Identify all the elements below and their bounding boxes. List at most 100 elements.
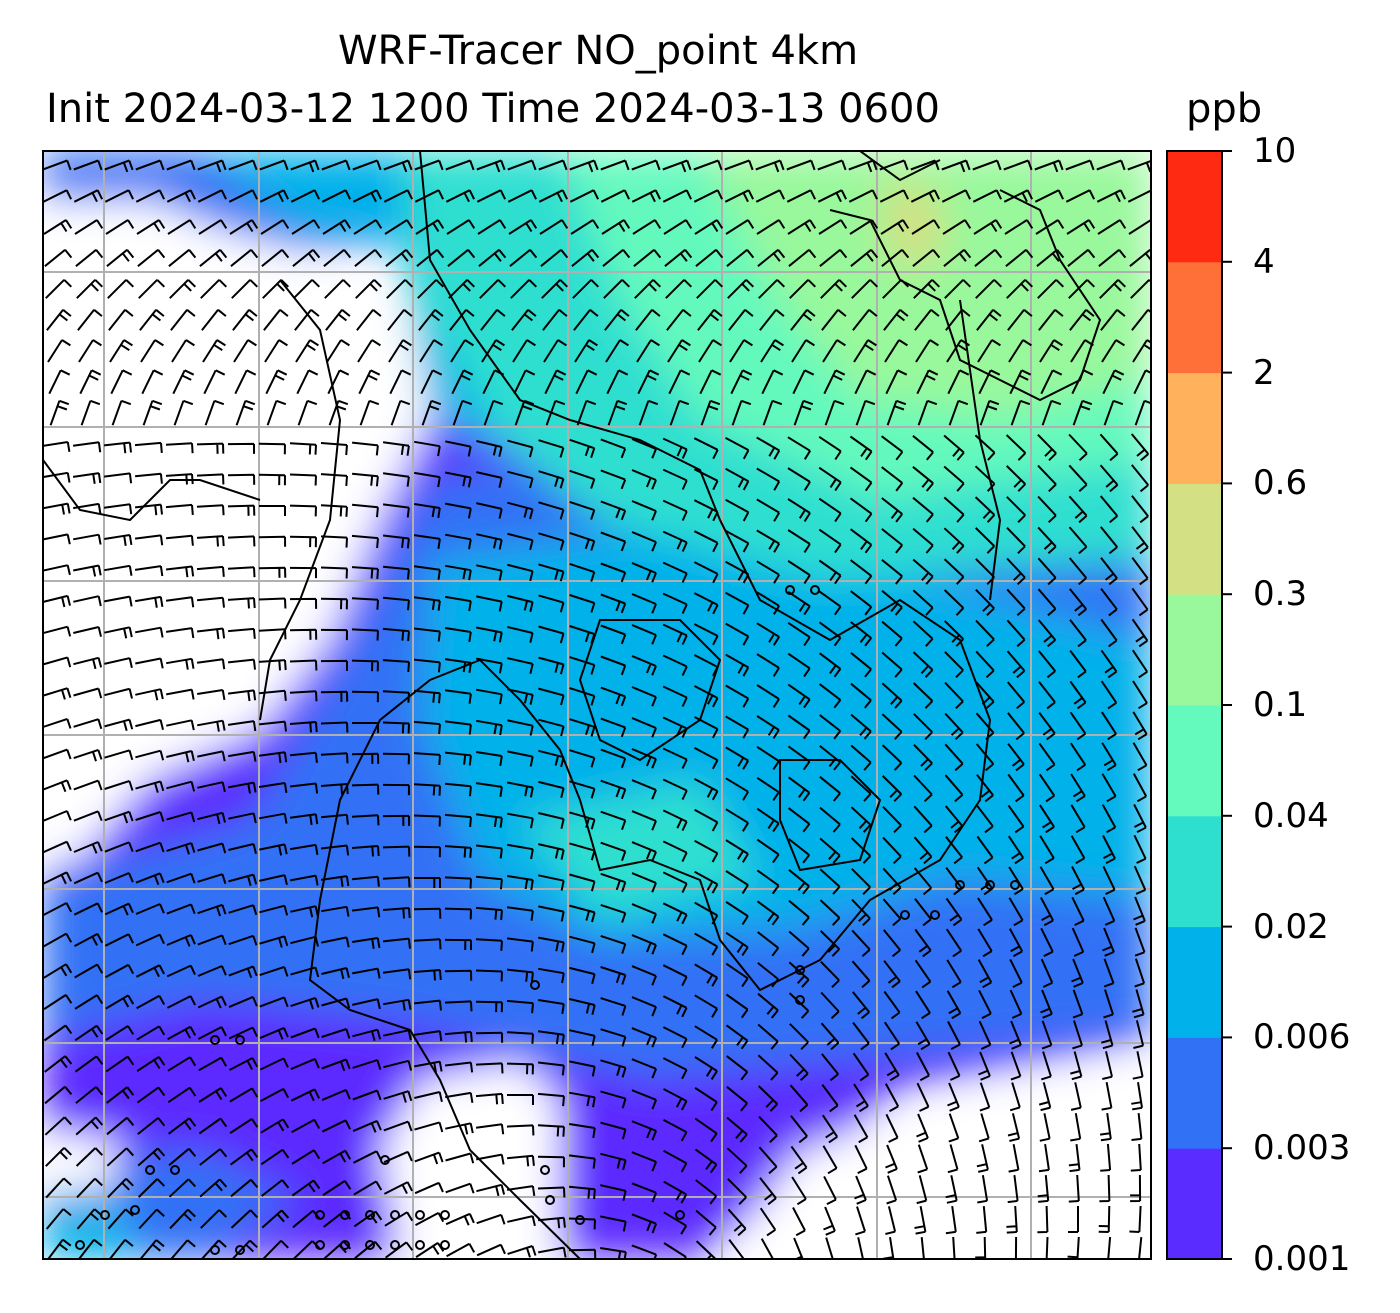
wind-barb [105,1025,135,1041]
wind-barb [537,1124,565,1137]
wind-barb [104,626,133,639]
wind-barb [885,1206,897,1235]
wind-barb [104,902,134,916]
wind-barb [73,748,103,762]
wind-barb [632,219,662,235]
wind-barb [600,997,627,1016]
wind-barb [600,655,627,676]
wind-barb [1134,958,1146,988]
wind-barb [569,718,596,737]
wind-barb [725,560,750,584]
wind-barb [538,189,568,203]
wind-barb [414,440,441,457]
calm-wind-marker [380,1155,390,1165]
wind-barb [852,1021,870,1051]
wind-barb [74,994,104,1010]
wind-barb [947,1051,961,1081]
wind-barb [320,659,348,671]
wind-barb [1039,804,1055,834]
wind-barb [757,992,779,1019]
wind-barb [507,563,534,582]
wind-barb [1102,896,1116,926]
wind-barb [103,441,132,454]
wind-barb [290,996,320,1010]
wind-barb [882,836,902,865]
wind-barb [820,1022,840,1051]
wind-barb [912,651,934,678]
wind-barb [47,339,71,363]
wind-barb [506,937,534,952]
wind-barb [698,339,722,363]
wind-barb [289,659,318,671]
wind-barb [230,1209,259,1229]
wind-barb [607,399,628,426]
wind-barb [569,531,596,551]
wind-barb [883,960,901,989]
wind-barb [43,963,73,979]
wind-barb [197,159,227,173]
wind-barb [321,1028,351,1039]
wind-barb [45,1208,72,1230]
wind-barb [693,561,719,584]
wind-barb [293,279,321,299]
wind-barb [976,805,994,834]
wind-barb [631,562,657,583]
wind-barb [76,279,104,299]
wind-barb [850,249,879,267]
wind-barb [139,1239,165,1259]
wind-barb [507,189,537,203]
wind-barb [1041,399,1062,426]
wind-barb [140,339,164,363]
wind-barb [135,933,165,947]
wind-barb [196,473,225,485]
wind-barb [289,782,319,794]
wind-barb [1040,989,1053,1019]
wind-barb [264,339,288,363]
calm-wind-marker [365,1210,375,1220]
wind-barb [382,907,411,919]
wind-barb [976,1144,989,1173]
wind-barb [476,159,506,173]
wind-barb [262,279,290,299]
wind-barb [538,999,565,1015]
wind-barb [476,1213,506,1225]
wind-barb [1101,711,1117,741]
wind-barb [941,159,971,173]
wind-barb [694,932,719,956]
wind-barb [227,442,255,454]
wind-barb [977,959,993,989]
calm-wind-marker [210,1035,220,1045]
wind-barb [663,1088,688,1111]
wind-barb [352,967,381,979]
wind-barb [727,279,755,299]
wind-barb [665,279,693,299]
wind-barb [1131,1112,1143,1141]
colorbar-tick-label: 0.6 [1253,463,1308,504]
wind-barb [1130,1143,1142,1172]
wind-barb [258,597,287,609]
wind-barb [75,1147,104,1167]
wind-barb [725,684,750,708]
wind-barb [320,504,348,517]
wind-barb [354,249,383,267]
calm-wind-marker [365,1240,375,1250]
wind-barb [976,1206,988,1234]
calm-wind-marker [315,1240,325,1250]
wind-barb [414,1151,444,1165]
wind-barb [413,814,441,827]
wind-barb [725,1024,749,1050]
wind-barb [476,1243,506,1257]
wind-barb [259,689,287,701]
coastline [308,151,992,1259]
wind-barb [569,780,596,799]
wind-barb [444,658,472,673]
wind-barb [199,1148,228,1166]
wind-barb [694,747,719,770]
wind-barb [975,558,995,586]
wind-barb [600,1121,627,1140]
wind-barb [945,897,963,927]
wind-barb [260,1148,290,1166]
wind-barb [352,189,382,203]
wind-barb [600,500,627,521]
wind-barb [263,309,289,331]
